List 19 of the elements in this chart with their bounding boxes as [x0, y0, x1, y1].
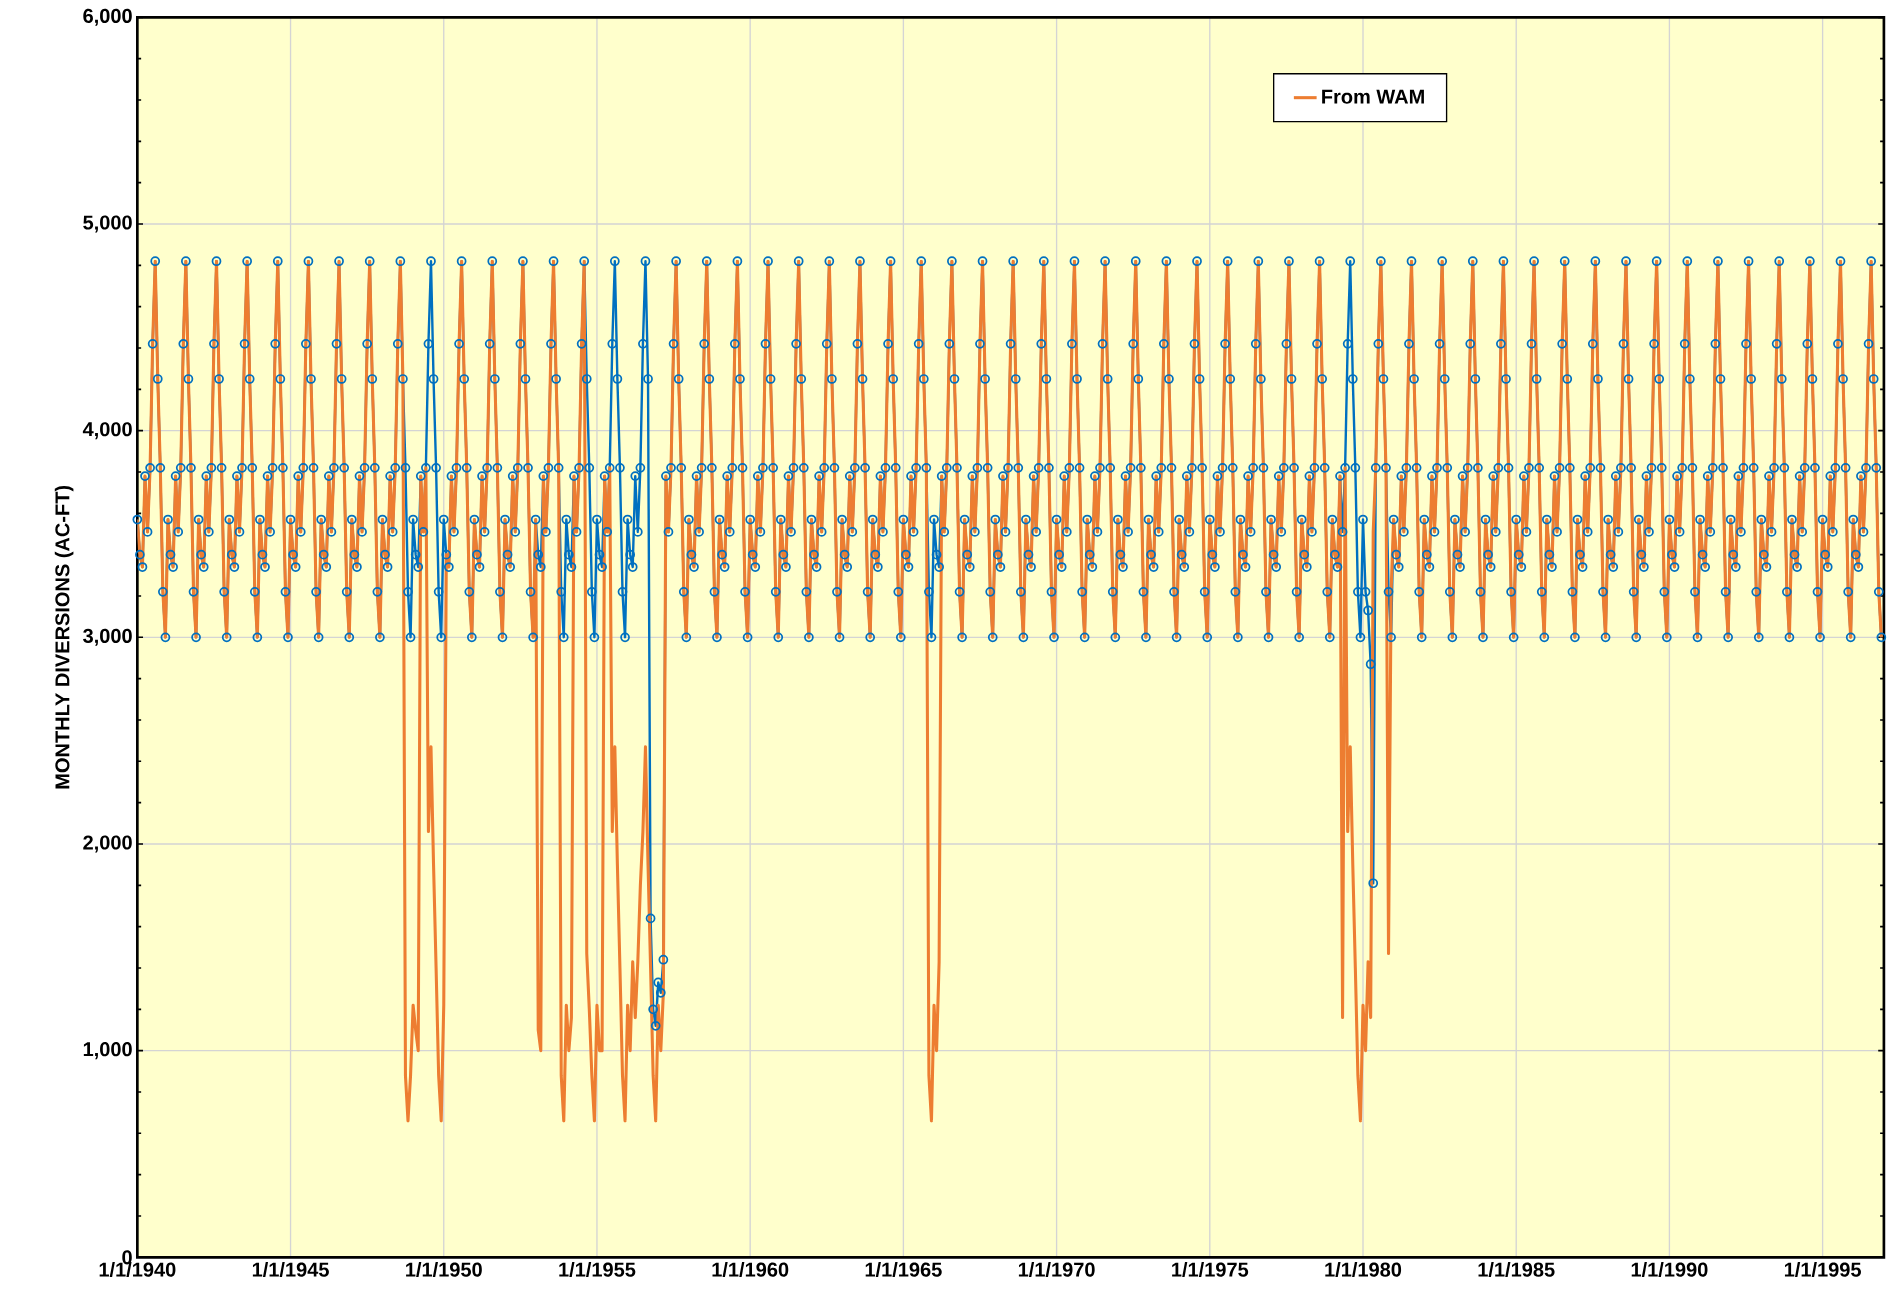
x-tick-label: 1/1/1970: [1018, 1262, 1095, 1278]
x-tick-label: 1/1/1985: [1478, 1262, 1555, 1278]
x-tick-label: 1/1/1950: [406, 1262, 482, 1278]
y-tick-label: 2,000: [83, 835, 132, 853]
x-tick-label: 1/1/1980: [1325, 1262, 1402, 1278]
x-tick-label: 1/1/1965: [865, 1262, 942, 1278]
y-tick-label: 6,000: [83, 8, 132, 27]
x-tick-label: 1/1/1995: [1784, 1262, 1861, 1278]
y-tick-label: 1,000: [83, 1042, 132, 1060]
x-tick-label: 1/1/1955: [559, 1262, 636, 1278]
y-axis-title: MONTHLY DIVERSIONS (AC-FT): [54, 486, 74, 789]
y-tick-label: 5,000: [83, 215, 132, 233]
x-tick-label: 1/1/1975: [1172, 1262, 1249, 1278]
y-tick-label: 4,000: [82, 422, 132, 440]
y-tick-label: 3,000: [83, 628, 132, 647]
x-tick-label: 1/1/1990: [1631, 1262, 1708, 1278]
x-tick-label: 1/1/1960: [712, 1262, 789, 1278]
legend-label: From WAM: [1322, 89, 1424, 104]
x-tick-label: 1/1/1945: [252, 1262, 329, 1278]
